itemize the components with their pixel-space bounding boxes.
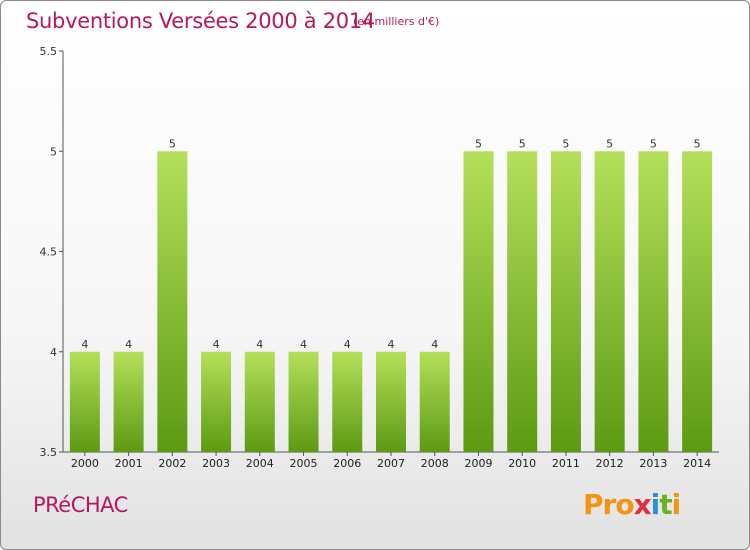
chart-unit: (en milliers d'€) bbox=[353, 15, 440, 28]
bar bbox=[376, 351, 406, 452]
data-label: 5 bbox=[169, 137, 176, 150]
bar bbox=[550, 151, 581, 452]
data-label: 5 bbox=[650, 137, 657, 150]
y-tick-label: 4.5 bbox=[40, 246, 58, 259]
y-tick-label: 5.5 bbox=[40, 45, 58, 58]
x-tick-label: 2005 bbox=[290, 457, 318, 470]
data-label: 5 bbox=[475, 137, 482, 150]
x-tick-label: 2003 bbox=[202, 457, 230, 470]
data-label: 5 bbox=[562, 137, 569, 150]
bar bbox=[463, 151, 494, 452]
proxiti-logo[interactable]: Proxiti bbox=[583, 488, 681, 521]
data-label: 4 bbox=[388, 338, 395, 351]
data-label: 4 bbox=[344, 338, 351, 351]
x-tick-label: 2014 bbox=[683, 457, 711, 470]
y-tick-label: 3.5 bbox=[40, 446, 58, 459]
bar bbox=[594, 151, 625, 452]
x-tick-label: 2011 bbox=[552, 457, 580, 470]
bar bbox=[244, 351, 275, 452]
x-tick-label: 2001 bbox=[115, 457, 143, 470]
bar bbox=[638, 151, 669, 452]
x-tick-label: 2008 bbox=[421, 457, 449, 470]
data-label: 4 bbox=[81, 338, 88, 351]
x-tick-label: 2000 bbox=[71, 457, 99, 470]
x-tick-label: 2004 bbox=[246, 457, 274, 470]
bar bbox=[419, 351, 450, 452]
x-tick-label: 2007 bbox=[377, 457, 405, 470]
data-label: 4 bbox=[125, 338, 132, 351]
x-tick-label: 2013 bbox=[639, 457, 667, 470]
data-label: 4 bbox=[431, 338, 438, 351]
bar bbox=[69, 351, 100, 452]
x-tick-label: 2002 bbox=[158, 457, 186, 470]
data-label: 4 bbox=[213, 338, 220, 351]
data-label: 4 bbox=[256, 338, 263, 351]
bar bbox=[682, 151, 713, 452]
y-tick-label: 4 bbox=[50, 346, 57, 359]
x-tick-label: 2012 bbox=[596, 457, 624, 470]
data-label: 5 bbox=[519, 137, 526, 150]
bar bbox=[201, 351, 232, 452]
bar bbox=[113, 351, 144, 452]
data-label: 5 bbox=[694, 137, 701, 150]
data-label: 5 bbox=[606, 137, 613, 150]
commune-name: PRéCHAC bbox=[33, 493, 128, 517]
x-tick-label: 2006 bbox=[333, 457, 361, 470]
x-tick-label: 2009 bbox=[464, 457, 492, 470]
bar bbox=[507, 151, 538, 452]
bar bbox=[288, 351, 319, 452]
bar bbox=[157, 151, 188, 452]
x-tick-label: 2010 bbox=[508, 457, 536, 470]
bar bbox=[332, 351, 363, 452]
data-label: 4 bbox=[300, 338, 307, 351]
y-tick-label: 5 bbox=[50, 145, 57, 158]
chart-title: Subventions Versées 2000 à 2014 bbox=[26, 9, 375, 33]
